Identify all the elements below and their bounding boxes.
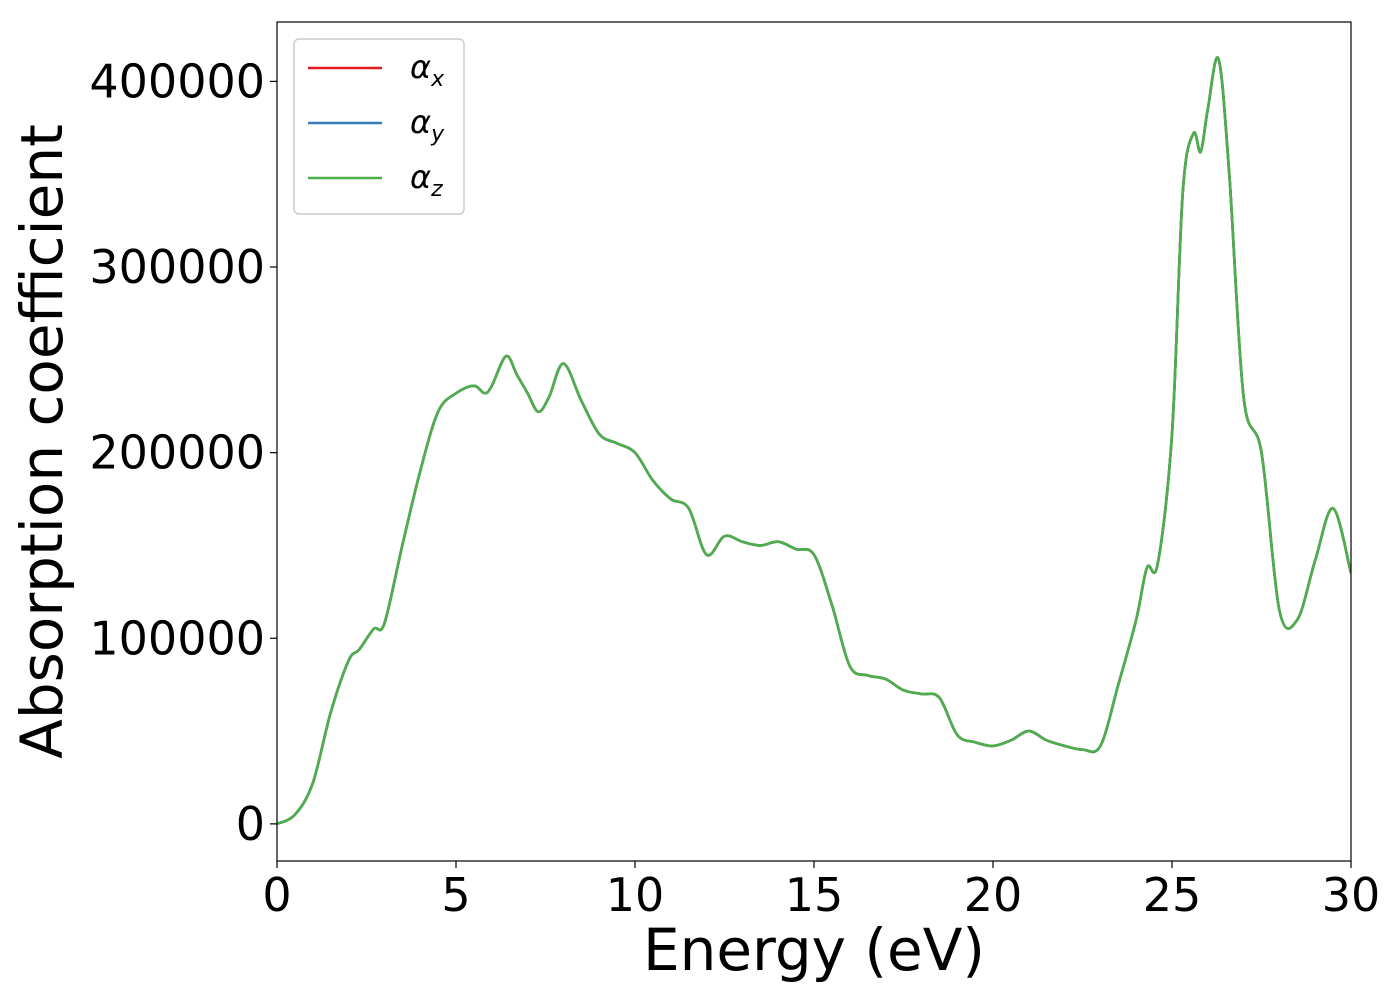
y-tick-label: 300000 [89,240,265,294]
x-tick-label: 30 [1322,868,1381,922]
series-line-3 [277,56,1351,826]
x-axis-title: Energy (eV) [643,916,985,984]
y-tick-label: 0 [236,797,265,851]
x-tick-label: 0 [262,868,291,922]
x-tick-label: 15 [785,868,844,922]
legend: αx αy αz [293,38,465,215]
x-tick-label: 20 [964,868,1023,922]
x-tick-label: 10 [606,868,665,922]
series-layer [277,56,1351,826]
legend-label-1: αx [410,48,445,92]
y-axis-title: Absorption coefficient [8,124,76,759]
legend-label-3: αz [410,158,443,202]
y-ticks: 0 100000 200000 300000 400000 [89,54,277,851]
legend-label-2: αy [410,103,445,147]
x-tick-label: 25 [1143,868,1202,922]
x-ticks: 0 5 10 15 20 25 30 [262,861,1380,922]
legend-box [293,38,465,215]
y-tick-label: 100000 [89,611,265,665]
y-tick-label: 400000 [89,54,265,108]
y-tick-label: 200000 [89,426,265,480]
x-tick-label: 5 [441,868,470,922]
